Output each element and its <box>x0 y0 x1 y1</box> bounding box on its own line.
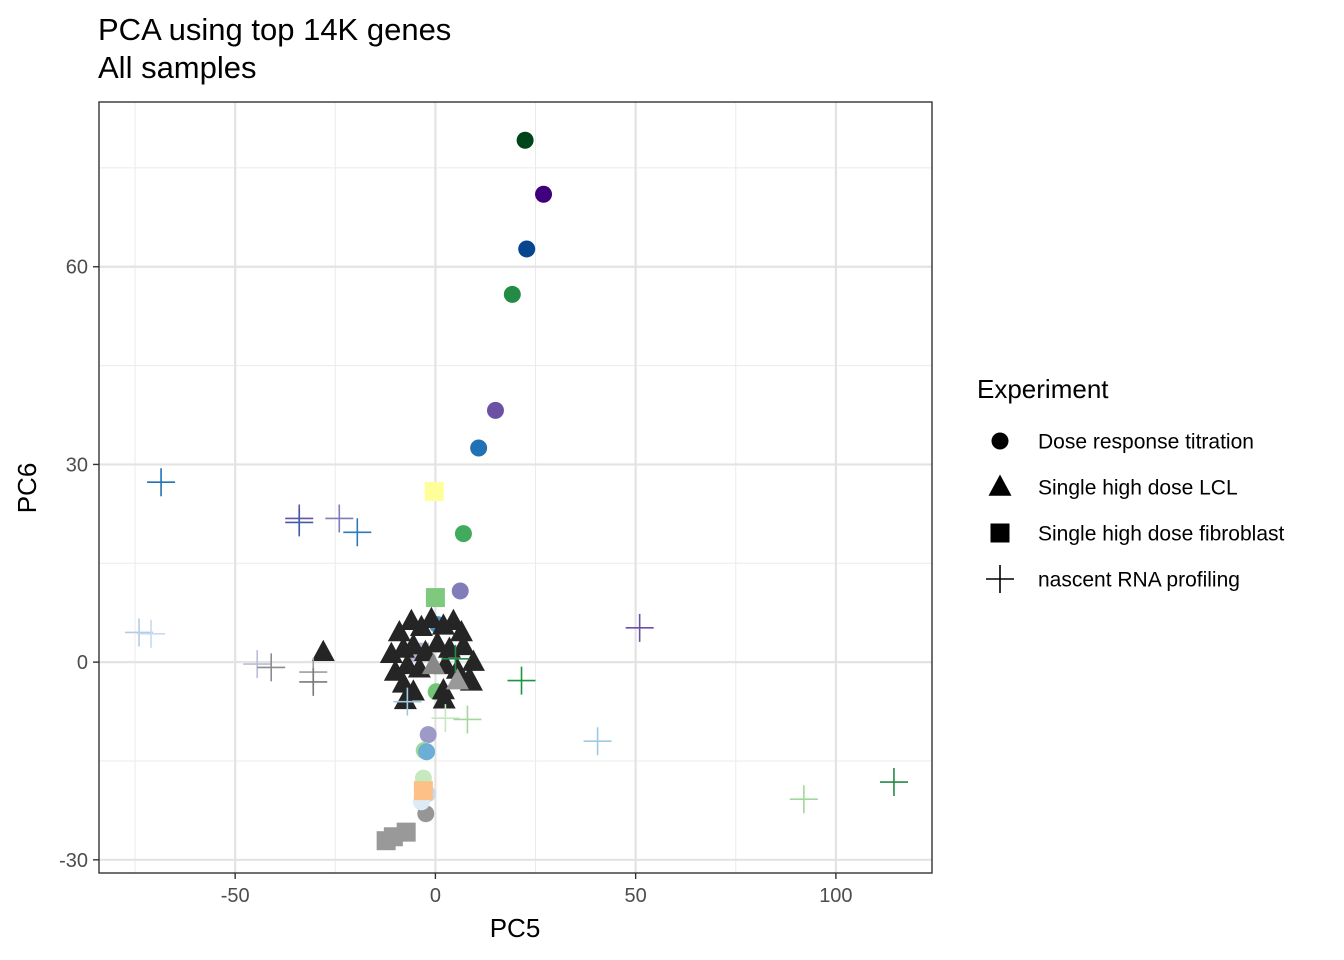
y-tick-label: -30 <box>59 850 88 872</box>
data-point-triangle <box>383 659 407 681</box>
y-tick-label: 30 <box>66 454 88 476</box>
data-point-circle <box>419 726 437 744</box>
data-point-square <box>424 481 444 501</box>
data-point-plus <box>243 650 272 679</box>
legend-key-plus <box>986 565 1014 593</box>
data-point-circle <box>454 525 472 543</box>
data-point-plus <box>393 687 422 716</box>
data-point-plus <box>285 508 314 537</box>
data-point-plus <box>453 705 482 734</box>
data-point-circle <box>486 401 504 419</box>
data-point-plus <box>441 644 470 673</box>
data-point-triangle <box>461 649 485 671</box>
data-point-circle <box>470 439 488 457</box>
legend-label: Dose response titration <box>1038 431 1254 454</box>
minor-gridlines <box>99 102 932 873</box>
data-point-square <box>413 781 433 801</box>
data-point-triangle <box>393 687 417 710</box>
data-point-circle <box>451 582 469 600</box>
data-point-circle <box>518 240 536 258</box>
data-point-plus <box>431 704 460 733</box>
chart-title: PCA using top 14K genes <box>98 12 451 47</box>
data-point-triangle <box>413 639 437 661</box>
data-point-triangle <box>401 633 425 655</box>
data-point-square <box>396 822 416 842</box>
legend-entry: Single high dose fibroblast <box>990 523 1284 546</box>
data-point-plus <box>257 653 286 682</box>
plot-panel-background <box>99 102 932 873</box>
data-point-triangle <box>432 687 456 709</box>
x-tick-label: 100 <box>819 885 852 907</box>
data-point-plus <box>343 518 372 547</box>
data-point-plus <box>125 618 154 647</box>
legend-key-square <box>990 523 1010 543</box>
data-point-circle <box>535 185 553 203</box>
data-point-plus <box>137 619 166 648</box>
legend-entry: Dose response titration <box>991 431 1254 454</box>
data-point-circle <box>418 743 436 761</box>
data-point-plus <box>789 785 818 814</box>
data-point-triangle <box>431 677 455 700</box>
chart-subtitle: All samples <box>98 50 257 85</box>
plot-panel <box>98 101 933 874</box>
y-axis-title: PC6 <box>12 463 42 514</box>
x-axis-title: PC5 <box>490 913 541 943</box>
data-point-triangle <box>387 619 411 642</box>
data-point-square <box>425 588 445 608</box>
data-point-triangle <box>311 639 335 661</box>
data-point-triangle <box>451 633 475 656</box>
data-point-triangle <box>449 619 473 642</box>
data-point-circle <box>516 131 534 149</box>
major-gridlines <box>99 102 932 873</box>
scatter-points <box>125 131 908 851</box>
data-point-triangle <box>425 631 449 653</box>
x-tick-label: 50 <box>625 885 647 907</box>
y-tick-label: 0 <box>77 652 88 674</box>
data-point-plus <box>507 666 536 695</box>
data-point-plus <box>583 727 612 756</box>
legend-label: nascent RNA profiling <box>1038 569 1240 592</box>
legend-label: Single high dose LCL <box>1038 477 1238 500</box>
data-point-circle <box>503 285 521 303</box>
legend-key-triangle <box>988 474 1012 496</box>
x-axis: -50 0 50 100 <box>221 873 853 907</box>
legend-key-circle <box>991 432 1009 450</box>
plot-panel-border <box>98 101 933 874</box>
data-point-triangle <box>421 652 445 675</box>
data-point-triangle <box>445 668 469 690</box>
data-point-plus <box>299 667 328 696</box>
y-tick-label: 60 <box>66 257 88 279</box>
x-tick-label: -50 <box>221 885 250 907</box>
data-point-plus <box>325 504 354 533</box>
x-tick-label: 0 <box>430 885 441 907</box>
data-point-plus <box>879 768 908 797</box>
legend-title: Experiment <box>977 374 1109 404</box>
data-point-plus <box>625 613 654 642</box>
data-point-triangle <box>419 606 443 629</box>
legend-entry: nascent RNA profiling <box>986 565 1240 593</box>
data-point-plus <box>147 468 176 497</box>
y-axis: -30 0 30 60 <box>59 257 99 872</box>
legend-entries: Dose response titration Single high dose … <box>986 431 1284 593</box>
legend-entry: Single high dose LCL <box>988 474 1238 500</box>
legend-label: Single high dose fibroblast <box>1038 523 1284 546</box>
legend: Experiment Dose response titration Single… <box>977 374 1284 593</box>
